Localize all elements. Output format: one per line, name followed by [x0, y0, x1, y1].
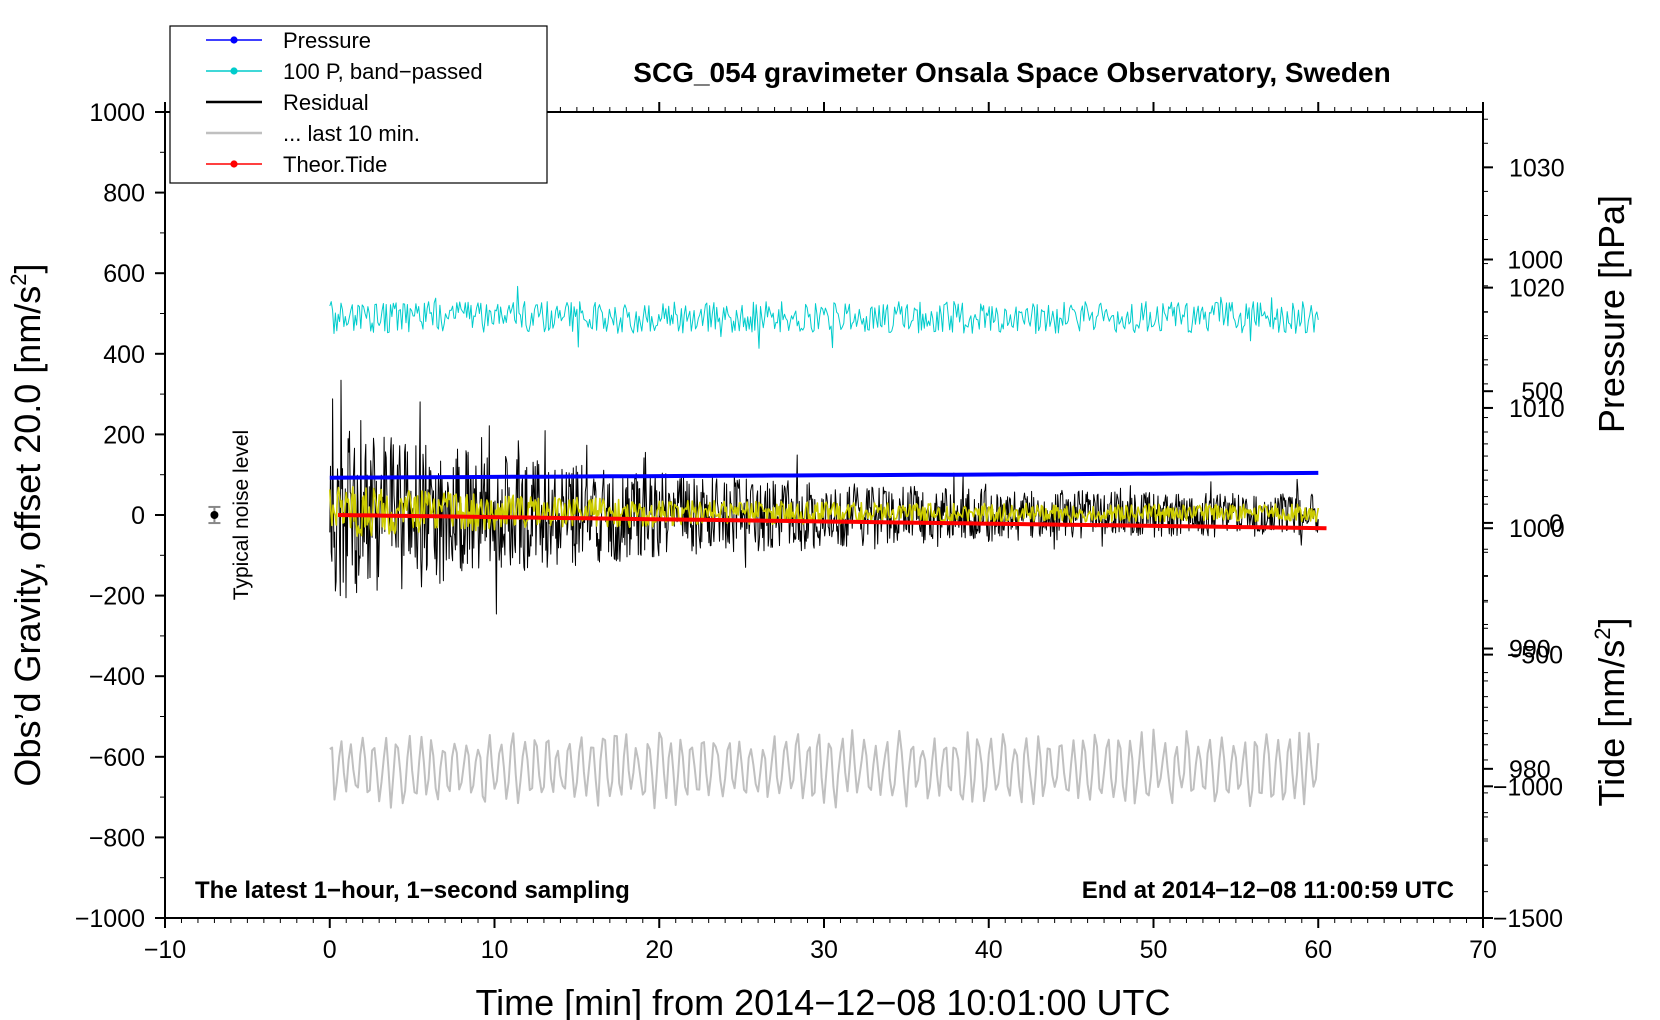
- pressure-tick-label: 1020: [1509, 275, 1565, 303]
- x-tick-label: 10: [481, 936, 509, 964]
- pressure-tick-label: 990: [1509, 636, 1551, 664]
- legend: Pressure 100 P, band−passed Residual ... la…: [169, 25, 548, 184]
- y-tick-label: −400: [89, 663, 145, 691]
- noise-level-marker: [208, 505, 221, 525]
- tide-tick-label: −500: [1507, 642, 1563, 670]
- x-tick-label: 0: [323, 936, 337, 964]
- series-theor-tide: [337, 513, 1327, 531]
- x-tick-label: −10: [144, 936, 186, 964]
- pressure-tick-label: 1010: [1509, 395, 1565, 423]
- y-tick-label: 1000: [89, 99, 145, 127]
- y-tick-label: −200: [89, 583, 145, 611]
- series-residual-smoothed: [329, 486, 1320, 537]
- y-tick-label: 200: [103, 421, 145, 449]
- y-tick-label: 400: [103, 341, 145, 369]
- x-axis-title: Time [min] from 2014−12−08 10:01:00 UTC: [475, 982, 1170, 1020]
- noise-point: [210, 511, 219, 519]
- chart-title: SCG_054 gravimeter Onsala Space Observat…: [633, 57, 1390, 88]
- x-tick-label: 70: [1469, 936, 1497, 964]
- y-tick-label: −800: [89, 824, 145, 852]
- y-axis-title-tide-main: Tide [nm/s: [1591, 640, 1632, 807]
- x-tick-label: 60: [1304, 936, 1332, 964]
- y-axis-title-gravity-sup: 2: [6, 273, 31, 285]
- series-100-p-band-passed: [329, 285, 1319, 349]
- y-tick-label: 0: [131, 502, 145, 530]
- legend-label: Theor.Tide: [283, 152, 387, 177]
- legend-label: 100 P, band−passed: [283, 59, 483, 84]
- y-axis-title-gravity-main: Obs’d Gravity, offset 20.0 [nm/s: [7, 286, 48, 787]
- y-tick-label: −600: [89, 744, 145, 772]
- pressure-tick-label: 980: [1509, 756, 1551, 784]
- tide-tick-label: 500: [1521, 378, 1563, 406]
- series-pressure: [329, 470, 1319, 480]
- x-tick-label: 30: [810, 936, 838, 964]
- tide-tick-label: 1000: [1507, 247, 1563, 275]
- legend-marker: [230, 160, 238, 168]
- legend-marker: [230, 36, 238, 44]
- noise-level-label: Typical noise level: [230, 430, 253, 600]
- x-tick-label: 40: [975, 936, 1003, 964]
- legend-box: [169, 25, 548, 184]
- x-tick-label: 20: [645, 936, 673, 964]
- legend-label: Residual: [283, 90, 369, 115]
- pressure-tick-label: 1030: [1509, 154, 1565, 182]
- pressure-tick-label: 1000: [1509, 515, 1565, 543]
- y-axis-title-tide: Tide [nm/s2]: [1590, 618, 1632, 807]
- y-axis-title-tide-sup: 2: [1590, 628, 1615, 640]
- y-axis-title-tide-end: ]: [1591, 618, 1632, 628]
- legend-marker: [230, 67, 238, 75]
- tide-tick-label: 0: [1549, 510, 1563, 538]
- ticks-layer: −10 0 10 20 30 40 50 60 7010008006004002000−200−…: [75, 99, 1565, 964]
- x-tick-label: 50: [1140, 936, 1168, 964]
- y-tick-label: 800: [103, 180, 145, 208]
- series-residual: [329, 379, 1319, 615]
- y-tick-label: 600: [103, 260, 145, 288]
- y-tick-label: −1000: [75, 905, 145, 933]
- y-axis-title-gravity-end: ]: [7, 263, 48, 273]
- series-layer: [329, 285, 1327, 810]
- y-axis-title-pressure: Pressure [hPa]: [1591, 195, 1632, 433]
- y-axis-title-gravity: Obs’d Gravity, offset 20.0 [nm/s2]: [6, 263, 48, 786]
- legend-label: ... last 10 min.: [283, 121, 420, 146]
- sampling-note: The latest 1−hour, 1−second sampling: [195, 877, 630, 904]
- series-last-10-min: [329, 728, 1320, 810]
- end-time-note: End at 2014−12−08 11:00:59 UTC: [1082, 877, 1454, 904]
- legend-label: Pressure: [283, 28, 371, 53]
- tide-tick-label: −1000: [1493, 773, 1563, 801]
- tide-tick-label: −1500: [1493, 905, 1563, 933]
